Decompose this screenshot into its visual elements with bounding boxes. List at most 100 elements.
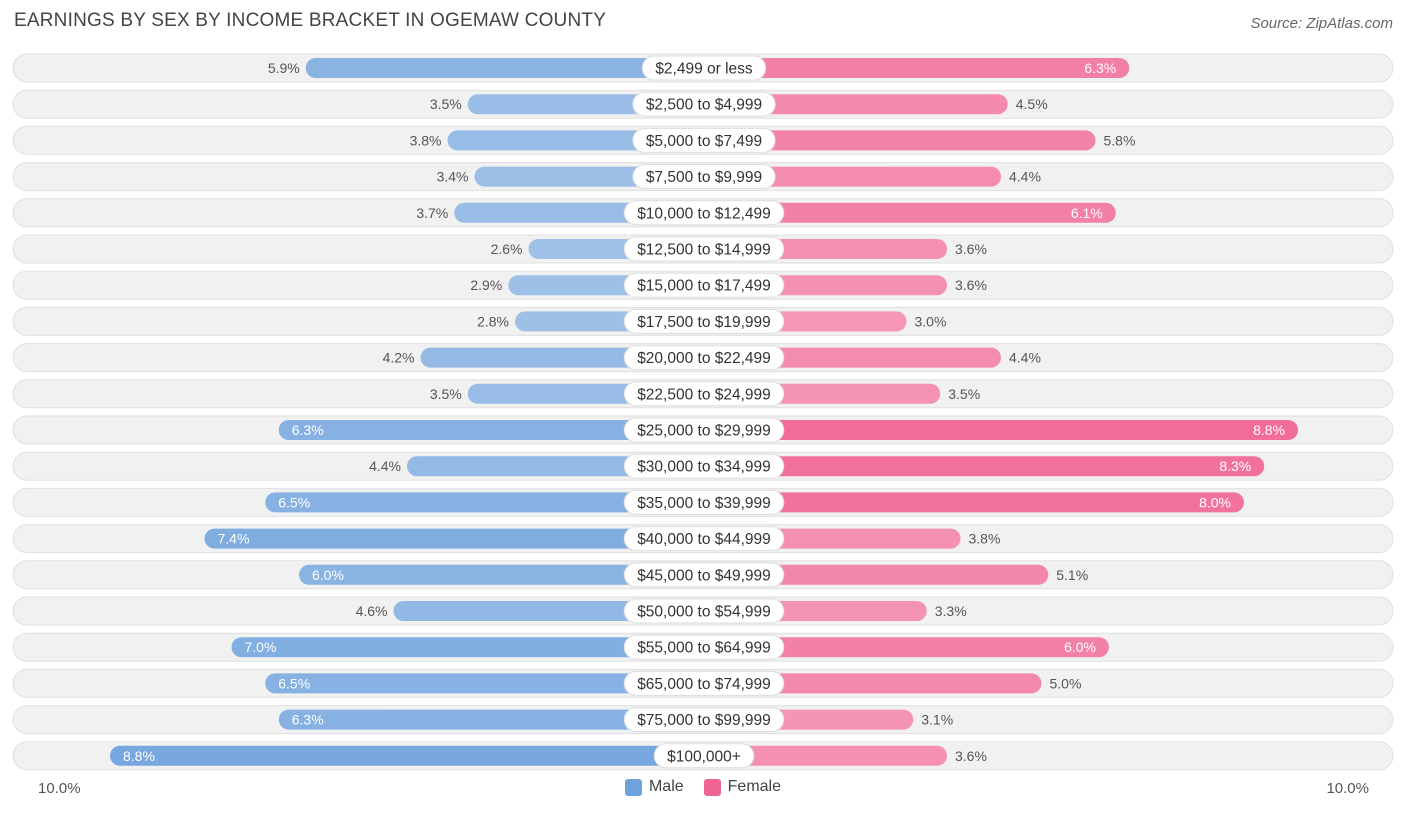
category-pill bbox=[623, 707, 785, 733]
male-value-label: 4.6% bbox=[356, 603, 388, 619]
male-value-label: 2.8% bbox=[477, 313, 509, 329]
female-bar bbox=[704, 420, 1298, 440]
male-value-label: 4.2% bbox=[383, 350, 415, 366]
male-bar bbox=[231, 637, 704, 658]
male-value-label: 7.4% bbox=[218, 531, 250, 547]
male-value-label: 7.0% bbox=[245, 639, 277, 655]
category-label: $5,000 to $7,499 bbox=[646, 133, 762, 150]
female-bar bbox=[704, 492, 1244, 513]
female-value-label: 3.1% bbox=[921, 712, 953, 728]
bar-row: 3.8% 5.8% $5,000 to $7,499 bbox=[12, 125, 1394, 155]
category-pill bbox=[623, 345, 785, 371]
bar-row: 3.5% 3.5% $22,500 to $24,999 bbox=[12, 379, 1394, 409]
chart-title: EARNINGS BY SEX BY INCOME BRACKET IN OGE… bbox=[14, 10, 607, 31]
female-value-label: 3.6% bbox=[955, 748, 987, 764]
male-value-label: 6.5% bbox=[278, 494, 310, 510]
male-value-label: 3.7% bbox=[416, 205, 448, 221]
female-bar bbox=[704, 166, 1001, 187]
category-label: $45,000 to $49,999 bbox=[637, 567, 771, 584]
bar-row: 6.0% 5.1% $45,000 to $49,999 bbox=[12, 560, 1394, 590]
male-value-label: 6.3% bbox=[292, 712, 324, 728]
female-value-label: 3.6% bbox=[955, 277, 987, 293]
female-value-label: 5.8% bbox=[1104, 132, 1136, 148]
male-value-label: 3.5% bbox=[430, 96, 462, 112]
bar-row: 6.5% 5.0% $65,000 to $74,999 bbox=[12, 668, 1394, 698]
female-value-label: 8.3% bbox=[1219, 458, 1251, 474]
category-pill bbox=[623, 308, 785, 334]
male-bar bbox=[265, 673, 704, 694]
female-value-label: 6.3% bbox=[1084, 60, 1116, 76]
female-value-label: 8.8% bbox=[1253, 422, 1285, 438]
category-pill bbox=[623, 634, 785, 660]
category-label: $22,500 to $24,999 bbox=[637, 386, 771, 403]
legend: Male Female bbox=[0, 778, 1406, 796]
category-label: $40,000 to $44,999 bbox=[637, 531, 771, 548]
category-pill bbox=[623, 381, 785, 407]
bar-row: 3.4% 4.4% $7,500 to $9,999 bbox=[12, 162, 1394, 192]
category-label: $65,000 to $74,999 bbox=[637, 676, 771, 693]
category-label: $35,000 to $39,999 bbox=[637, 495, 771, 512]
category-pill bbox=[632, 164, 776, 190]
female-value-label: 4.4% bbox=[1009, 350, 1041, 366]
legend-item-female[interactable]: Female bbox=[703, 778, 782, 796]
source-label: Source: ZipAtlas.com bbox=[1250, 15, 1393, 32]
female-value-label: 4.5% bbox=[1016, 96, 1048, 112]
male-bar bbox=[305, 58, 704, 78]
category-label: $25,000 to $29,999 bbox=[637, 423, 771, 440]
bar-row: 8.8% 3.6% $100,000+ bbox=[12, 741, 1394, 771]
male-value-label: 6.0% bbox=[312, 567, 344, 583]
category-pill bbox=[623, 417, 785, 443]
male-value-label: 6.3% bbox=[292, 422, 324, 438]
category-label: $20,000 to $22,499 bbox=[637, 350, 771, 367]
female-bar bbox=[704, 564, 1049, 585]
bar-row: 4.4% 8.3% $30,000 to $34,999 bbox=[12, 451, 1394, 481]
bar-row: 3.5% 4.5% $2,500 to $4,999 bbox=[12, 89, 1394, 119]
legend-item-male[interactable]: Male bbox=[624, 778, 684, 796]
category-pill bbox=[623, 670, 785, 696]
male-value-label: 4.4% bbox=[369, 458, 401, 474]
legend-male-label: Male bbox=[648, 778, 684, 795]
bar-row: 2.6% 3.6% $12,500 to $14,999 bbox=[12, 234, 1394, 264]
bar-row: 7.4% 3.8% $40,000 to $44,999 bbox=[12, 524, 1394, 554]
category-pill bbox=[641, 55, 767, 81]
female-bar bbox=[704, 58, 1130, 78]
male-bar bbox=[204, 528, 704, 549]
male-bar bbox=[265, 492, 704, 513]
male-swatch-icon bbox=[624, 778, 642, 796]
category-pill bbox=[653, 743, 755, 769]
category-label: $12,500 to $14,999 bbox=[637, 242, 771, 259]
female-value-label: 5.1% bbox=[1056, 567, 1088, 583]
category-label: $2,499 or less bbox=[655, 61, 753, 78]
female-value-label: 8.0% bbox=[1199, 494, 1231, 510]
female-value-label: 3.6% bbox=[955, 241, 987, 257]
male-value-label: 3.8% bbox=[410, 132, 442, 148]
bar-row: 6.5% 8.0% $35,000 to $39,999 bbox=[12, 487, 1394, 517]
category-label: $100,000+ bbox=[667, 748, 741, 765]
category-pill bbox=[623, 236, 785, 262]
legend-female-label: Female bbox=[727, 778, 782, 795]
category-pill bbox=[623, 200, 785, 226]
male-value-label: 2.6% bbox=[491, 241, 523, 257]
bar-row: 4.6% 3.3% $50,000 to $54,999 bbox=[12, 596, 1394, 626]
female-bar bbox=[704, 94, 1008, 115]
category-label: $7,500 to $9,999 bbox=[646, 169, 762, 186]
category-label: $10,000 to $12,499 bbox=[637, 205, 771, 222]
female-value-label: 6.0% bbox=[1064, 639, 1096, 655]
female-value-label: 3.8% bbox=[969, 531, 1001, 547]
male-value-label: 3.4% bbox=[437, 169, 469, 185]
male-value-label: 8.8% bbox=[123, 748, 155, 764]
male-value-label: 6.5% bbox=[278, 675, 310, 691]
bar-row: 5.9% 6.3% $2,499 or less bbox=[12, 53, 1394, 83]
category-label: $17,500 to $19,999 bbox=[637, 314, 771, 331]
male-value-label: 5.9% bbox=[268, 60, 300, 76]
female-bar bbox=[704, 673, 1042, 694]
category-label: $50,000 to $54,999 bbox=[637, 604, 771, 621]
bar-row: 6.3% 8.8% $25,000 to $29,999 bbox=[12, 415, 1394, 445]
female-bar bbox=[704, 130, 1096, 151]
category-pill bbox=[623, 272, 785, 298]
female-value-label: 4.4% bbox=[1009, 169, 1041, 185]
male-bar bbox=[299, 564, 704, 585]
female-swatch-icon bbox=[703, 778, 721, 796]
female-bar bbox=[704, 745, 947, 766]
bar-row: 4.2% 4.4% $20,000 to $22,499 bbox=[12, 343, 1394, 373]
